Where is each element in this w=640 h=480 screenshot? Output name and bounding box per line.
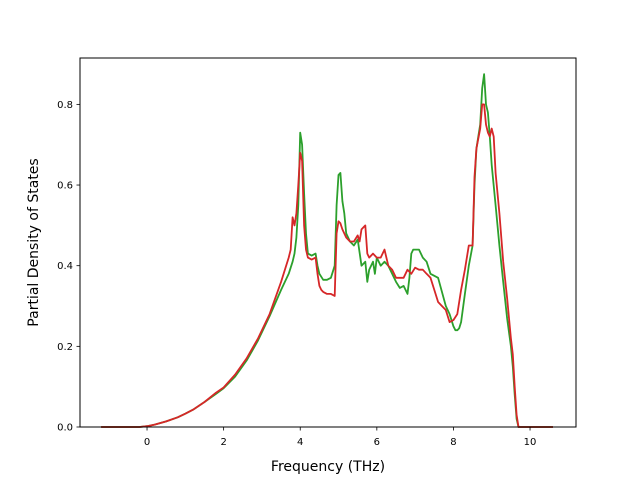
y-tick-label: 0.8 (57, 100, 73, 111)
x-axis-label: Frequency (THz) (271, 459, 385, 475)
series-layer (101, 73, 553, 428)
y-axis: 0.0 0.2 0.4 0.6 0.8 (57, 100, 80, 434)
x-tick-label: 6 (374, 437, 380, 448)
x-tick-label: 0 (144, 437, 150, 448)
x-tick-label: 10 (524, 437, 537, 448)
series-line-1 (101, 73, 553, 428)
y-axis-label: Partial Density of States (26, 158, 42, 326)
plot-frame (79, 57, 577, 428)
series-line-2 (101, 103, 553, 428)
x-tick-label: 8 (450, 437, 456, 448)
x-axis: 0 2 4 6 8 10 (144, 427, 537, 448)
y-tick-label: 0.6 (57, 181, 73, 192)
x-tick-label: 2 (220, 437, 226, 448)
y-tick-label: 0.2 (57, 342, 73, 353)
y-tick-label: 0.0 (57, 423, 73, 434)
y-tick-label: 0.4 (57, 261, 73, 272)
x-tick-label: 4 (297, 437, 303, 448)
